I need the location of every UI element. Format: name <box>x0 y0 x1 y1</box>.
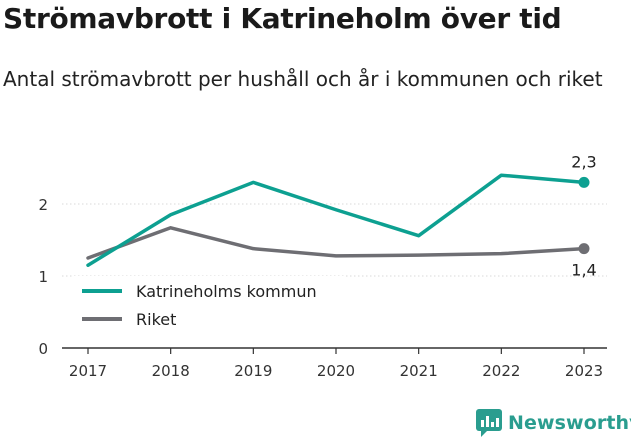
legend-box <box>74 276 346 334</box>
x-tick-label: 2020 <box>317 362 355 380</box>
x-tick-label: 2018 <box>152 362 190 380</box>
x-tick-label: 2022 <box>482 362 520 380</box>
x-tick-label: 2023 <box>565 362 603 380</box>
end-point <box>578 176 590 188</box>
x-tick-label: 2017 <box>69 362 107 380</box>
series-line <box>86 173 586 267</box>
end-point <box>578 243 590 255</box>
legend-label: Riket <box>136 310 176 329</box>
x-tick-label: 2021 <box>400 362 438 380</box>
x-tick-label: 2019 <box>234 362 272 380</box>
brand-name: Newsworthy <box>508 412 631 434</box>
y-tick-label: 2 <box>38 196 48 214</box>
data-label: 1,4 <box>571 261 596 280</box>
newsworthy-logo: Newsworthy <box>476 408 631 438</box>
y-tick-label: 1 <box>38 268 48 286</box>
y-tick-label: 0 <box>38 340 48 358</box>
data-label: 2,3 <box>571 152 596 171</box>
chart-subtitle: Antal strömavbrott per hushåll och år i … <box>3 67 603 91</box>
chart-title: Strömavbrott i Katrineholm över tid <box>3 2 562 35</box>
newsworthy-icon <box>476 409 502 437</box>
legend-label: Katrineholms kommun <box>136 282 317 301</box>
series-line <box>86 226 586 260</box>
